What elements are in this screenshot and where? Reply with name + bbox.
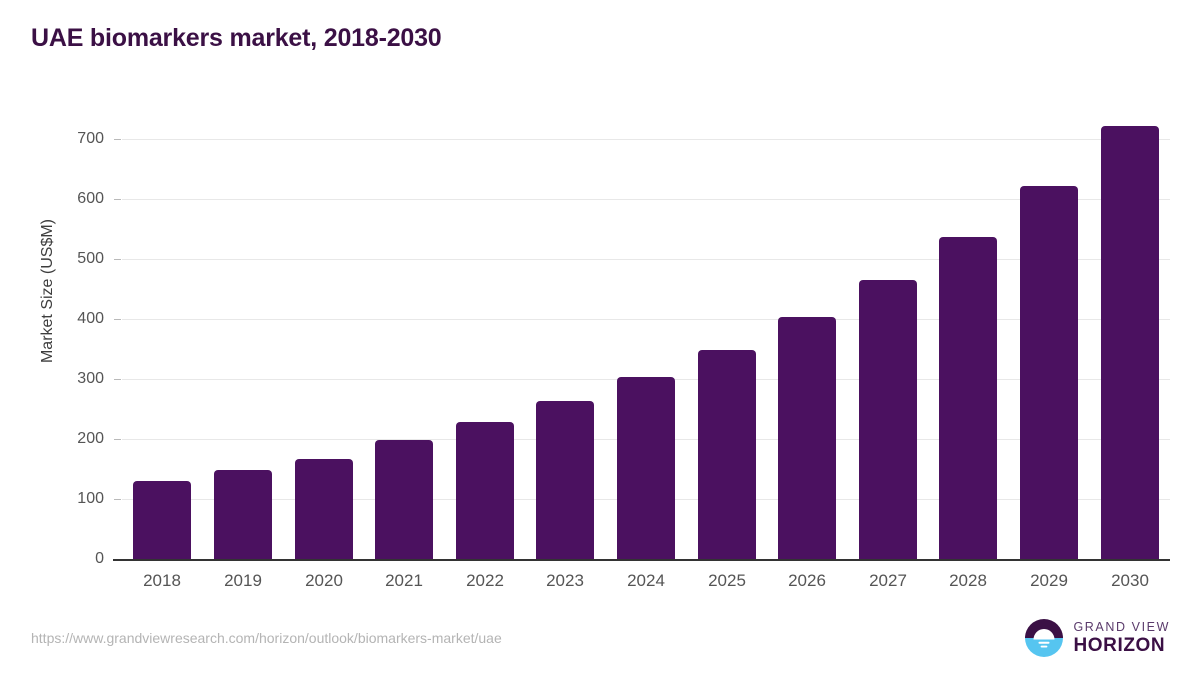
y-tick-label: 300 [77,370,104,387]
y-tick-label: 200 [77,430,104,447]
y-tick-mark [114,499,121,500]
x-tick-label-2028: 2028 [949,571,987,590]
logo-line-1: GRAND VIEW [1073,619,1170,634]
bar-2026[interactable] [778,317,836,559]
bar-2030[interactable] [1101,126,1159,559]
bar-2029[interactable] [1020,186,1078,559]
bar-2020[interactable] [295,459,353,559]
y-tick-label: 0 [95,550,104,567]
y-tick-mark [114,319,121,320]
x-tick-label-2025: 2025 [708,571,746,590]
bar-2019[interactable] [214,470,272,559]
logo-wordmark: GRAND VIEW HORIZON [1073,621,1170,656]
y-tick-label: 100 [77,490,104,507]
x-tick-label-2020: 2020 [305,571,343,590]
bar-2018[interactable] [133,481,191,559]
y-tick-mark [114,259,121,260]
x-tick-label-2030: 2030 [1111,571,1149,590]
gridline [122,319,1170,320]
x-tick-label-2023: 2023 [546,571,584,590]
source-url[interactable]: https://www.grandviewresearch.com/horizo… [31,630,502,646]
x-axis-line [113,559,1170,561]
x-tick-label-2018: 2018 [143,571,181,590]
page-title: UAE biomarkers market, 2018-2030 [31,24,442,52]
x-tick-label-2024: 2024 [627,571,665,590]
y-tick-label: 700 [77,130,104,147]
y-axis-title: Market Size (US$M) [39,218,56,364]
y-tick-mark [114,199,121,200]
bar-2022[interactable] [456,422,514,559]
bar-2028[interactable] [939,237,997,559]
x-tick-label-2021: 2021 [385,571,423,590]
grand-view-horizon-logo-mark-icon [1025,619,1064,657]
x-tick-label-2027: 2027 [869,571,907,590]
logo-line-2: HORIZON [1073,635,1166,657]
bar-2024[interactable] [617,377,675,559]
y-tick-label: 400 [77,310,104,327]
x-tick-label-2019: 2019 [224,571,262,590]
y-tick-label: 500 [77,250,104,267]
y-tick-mark [114,139,121,140]
y-tick-mark [114,439,121,440]
brand-logo: GRAND VIEW HORIZON [1024,618,1170,658]
y-tick-mark [114,379,121,380]
bar-2027[interactable] [859,280,917,559]
x-tick-label-2022: 2022 [466,571,504,590]
gridline [122,259,1170,260]
gridline [122,139,1170,140]
bar-2021[interactable] [375,440,433,559]
x-tick-label-2029: 2029 [1030,571,1068,590]
x-tick-label-2026: 2026 [788,571,826,590]
gridline [122,199,1170,200]
bar-2025[interactable] [698,350,756,559]
bar-2023[interactable] [536,401,594,559]
y-tick-label: 600 [77,190,104,207]
